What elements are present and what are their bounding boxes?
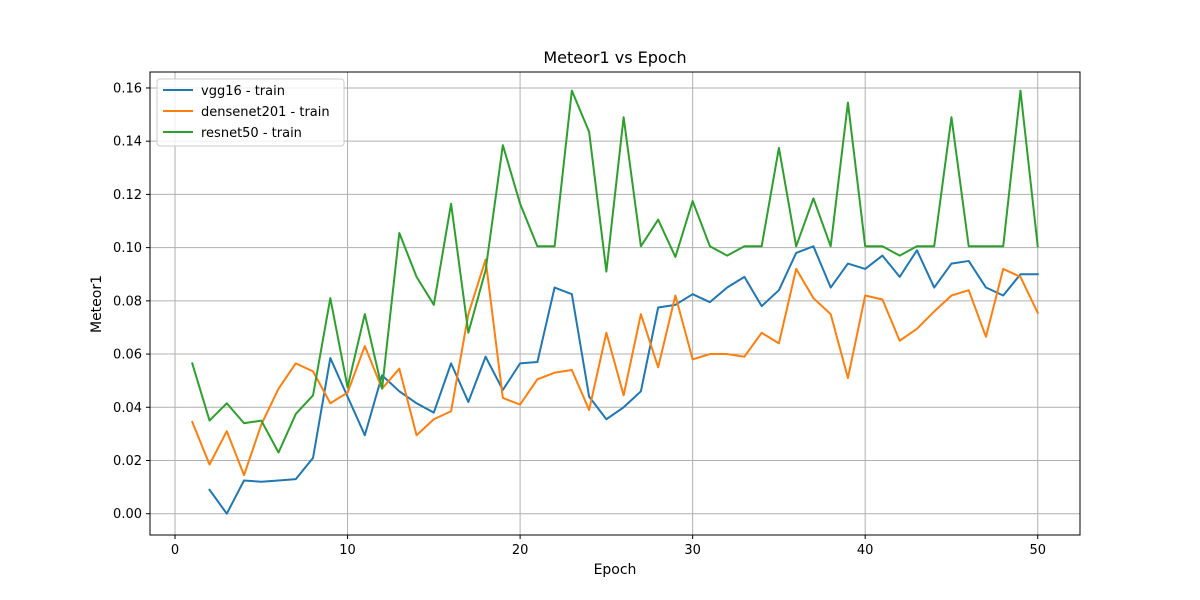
y-tick-label: 0.00 xyxy=(113,507,142,522)
series-line-densenet201 xyxy=(190,258,1040,477)
plot-frame xyxy=(149,71,1081,536)
y-tick-label: 0.16 xyxy=(113,81,142,96)
x-axis-ticks: 0 10 20 30 40 50 xyxy=(171,535,1046,558)
plot-area xyxy=(150,72,1080,535)
y-tick-label: 0.02 xyxy=(113,454,142,469)
x-tick-label: 50 xyxy=(1029,543,1046,558)
x-tick-label: 20 xyxy=(512,543,529,558)
chart-title: Meteor1 vs Epoch xyxy=(543,48,686,67)
legend-frame xyxy=(156,78,345,147)
y-tick-label: 0.08 xyxy=(113,294,142,309)
legend-label-resnet50: resnet50 - train xyxy=(201,126,302,141)
series-line-vgg16 xyxy=(208,245,1039,515)
y-axis-label: Meteor1 xyxy=(89,275,105,333)
y-tick-label: 0.04 xyxy=(113,401,142,416)
x-tick-label: 10 xyxy=(339,543,356,558)
series-line-resnet50 xyxy=(191,89,1039,454)
x-axis-label: Epoch xyxy=(594,562,637,578)
legend-label-vgg16: vgg16 - train xyxy=(201,84,285,99)
grid xyxy=(150,72,1080,535)
y-tick-label: 0.12 xyxy=(113,188,142,203)
y-tick-label: 0.14 xyxy=(113,135,142,150)
legend-label-densenet201: densenet201 - train xyxy=(201,105,330,120)
x-tick-label: 30 xyxy=(684,543,701,558)
x-tick-label: 0 xyxy=(171,543,179,558)
series-lines xyxy=(190,89,1040,515)
y-axis-ticks: 0.00 0.02 0.04 0.06 0.08 0.10 0.12 0.14 0.16 xyxy=(113,81,150,522)
y-tick-label: 0.06 xyxy=(113,348,142,363)
x-tick-label: 40 xyxy=(857,543,874,558)
legend: vgg16 - train densenet201 - train resnet… xyxy=(156,78,345,147)
y-tick-label: 0.10 xyxy=(113,241,142,256)
